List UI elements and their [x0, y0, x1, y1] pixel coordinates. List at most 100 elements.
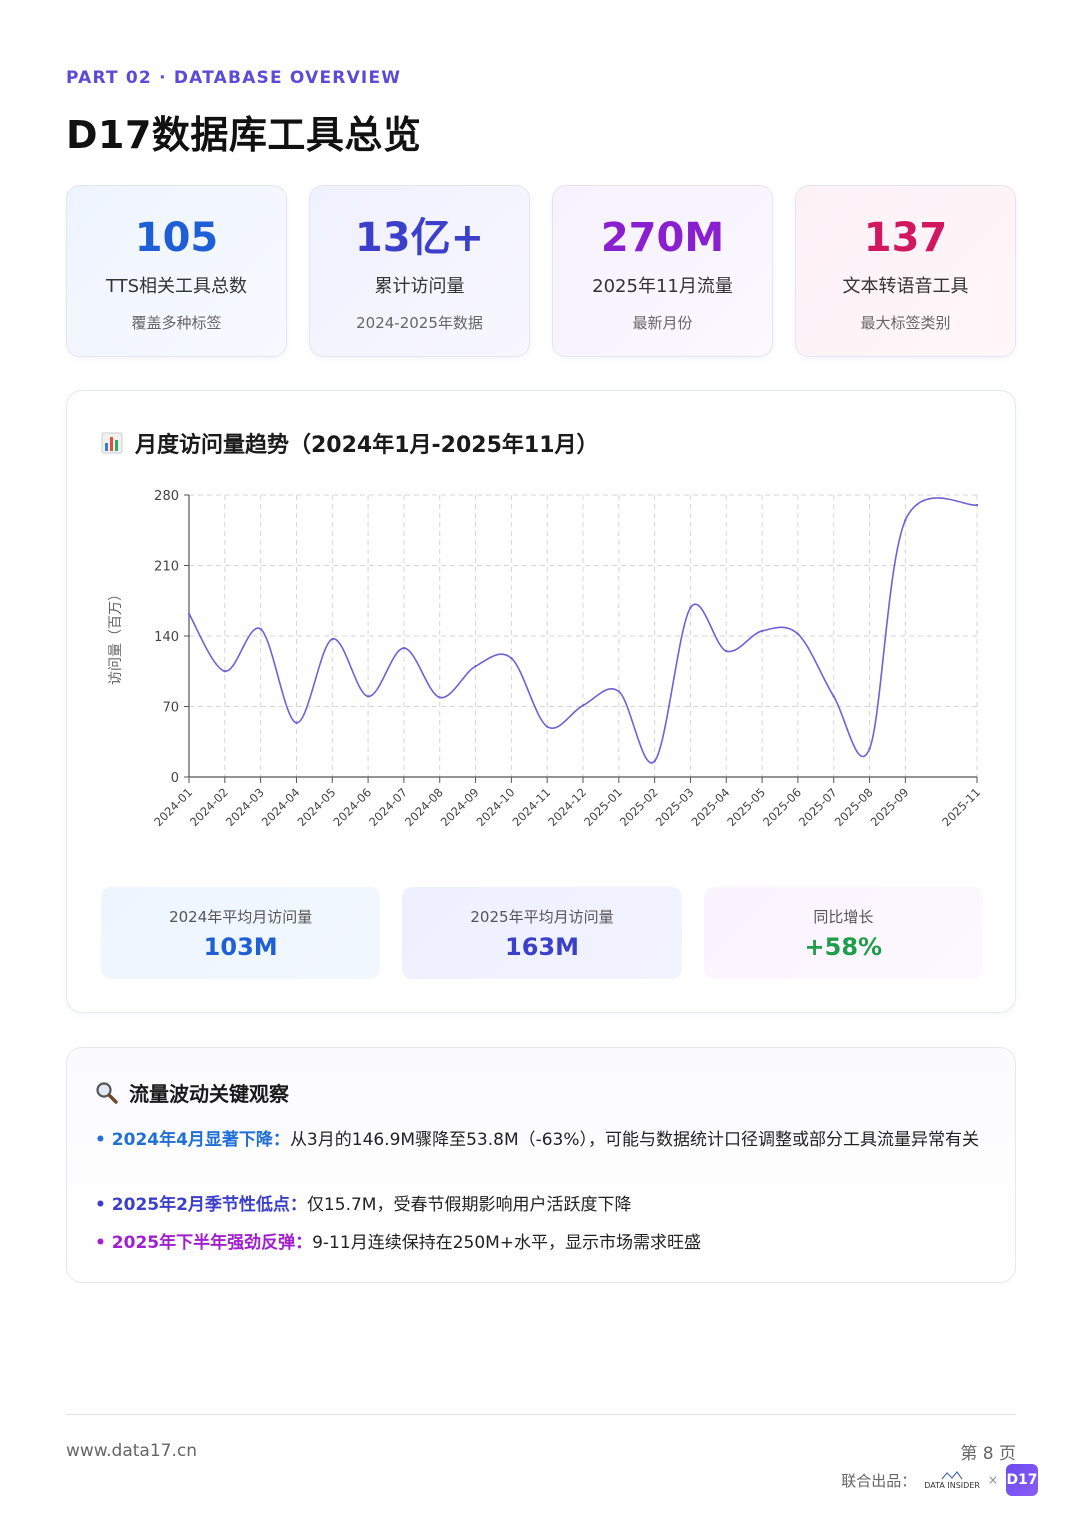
credit-label: 联合出品： [841, 1471, 917, 1490]
stat-card-latest-traffic: 270M 2025年11月流量 最新月份 [552, 185, 773, 357]
footer-credit: 联合出品： DATA INSIDER × D17 [841, 1464, 1038, 1496]
y-tick-label: 280 [154, 489, 179, 504]
summary-avg-2025: 2025年平均月访问量 163M [402, 887, 682, 979]
observation-item: • 2025年2月季节性低点：仅15.7M，受春节假期影响用户活跃度下降 [95, 1191, 987, 1219]
summary-label: 同比增长 [813, 907, 874, 926]
data-insider-logo: DATA INSIDER [924, 1470, 980, 1490]
data-point [259, 627, 262, 631]
magnifier-icon [96, 1081, 118, 1104]
stat-sub: 最大标签类别 [860, 314, 951, 332]
data-point [545, 725, 549, 728]
stat-sub: 覆盖多种标签 [131, 314, 222, 332]
data-point [868, 747, 871, 750]
times-sign: × [987, 1473, 998, 1487]
summary-value: 163M [505, 932, 579, 961]
data-insider-logo-mark [941, 1470, 963, 1479]
footer-divider [66, 1414, 1016, 1415]
trend-chart: 0 70 140 210 280 2024-012024-022024-032024-04… [108, 489, 983, 829]
x-tick-label: 2024-02 [187, 785, 231, 829]
data-point [295, 721, 298, 725]
observations-heading: 流量波动关键观察 [95, 1078, 289, 1107]
data-point [796, 632, 800, 636]
data-point [975, 503, 979, 507]
stats-row: 105 TTS相关工具总数 覆盖多种标签 13亿+ 累计访问量 2024-202… [66, 185, 1016, 357]
stat-value: 137 [863, 215, 948, 261]
summary-avg-2024: 2024年平均月访问量 103M [101, 887, 381, 979]
stat-label: 2025年11月流量 [592, 276, 733, 297]
observations-card: 流量波动关键观察 • 2024年4月显著下降：从3月的146.9M骤降至53.8… [66, 1047, 1016, 1283]
data-point [438, 696, 441, 699]
data-point [832, 695, 835, 698]
data-point [510, 656, 513, 660]
observation-key: • 2025年2月季节性低点： [95, 1195, 307, 1215]
data-point [617, 690, 621, 693]
stat-label: TTS相关工具总数 [105, 276, 248, 297]
summary-row: 2024年平均月访问量 103M 2025年平均月访问量 163M 同比增长 +… [101, 887, 983, 979]
x-tick-label: 2024-08 [402, 785, 446, 829]
stat-value: 13亿+ [354, 215, 485, 261]
summary-yoy-growth: 同比增长 +58% [703, 887, 983, 979]
x-tick-label: 2025-06 [760, 785, 804, 829]
x-tick-label: 2024-11 [509, 785, 553, 829]
stat-card-visits: 13亿+ 累计访问量 2024-2025年数据 [309, 185, 530, 357]
trend-chart-card: 0 70 140 210 280 2024-01 2024-02 2024-03 2024-04… [66, 390, 1016, 1013]
bar-chart-icon [101, 432, 123, 454]
stat-label: 文本转语音工具 [842, 276, 969, 297]
stat-sub: 最新月份 [632, 314, 693, 332]
x-tick-label: 2025-03 [653, 785, 697, 829]
x-tick-label: 2024-05 [295, 785, 339, 829]
observations-title: 流量波动关键观察 [129, 1082, 289, 1106]
x-tick-label: 2024-06 [330, 785, 374, 829]
x-tick-label: 2024-04 [259, 785, 303, 829]
page-title: D17数据库工具总览 [66, 113, 422, 157]
summary-value: +58% [804, 932, 883, 961]
x-tick-label: 2024-12 [545, 785, 589, 829]
data-point [689, 606, 692, 609]
chart-heading: 月度访问量趋势（2024年1月-2025年11月） [101, 427, 599, 459]
page-number: 第 8 页 [960, 1444, 1016, 1464]
data-point [474, 665, 477, 668]
x-tick-label: 2025-05 [724, 785, 768, 829]
stat-label: 累计访问量 [374, 276, 465, 297]
observation-key: • 2025年下半年强劲反弹： [95, 1233, 313, 1253]
observation-text: 从3月的146.9M骤降至53.8M（-63%），可能与数据统计口径调整或部分工… [289, 1130, 980, 1150]
y-tick-label: 140 [154, 630, 179, 645]
x-tick-label: 2024-07 [366, 785, 410, 829]
observation-item: • 2025年下半年强劲反弹：9-11月连续保持在250M+水平，显示市场需求旺… [95, 1229, 987, 1257]
summary-value: 103M [203, 932, 278, 961]
stat-card-tools: 105 TTS相关工具总数 覆盖多种标签 [66, 185, 287, 357]
x-tick-label: 2025-08 [832, 785, 876, 829]
data-insider-logo-text: DATA INSIDER [924, 1480, 980, 1490]
data-point [725, 649, 728, 653]
stat-sub: 2024-2025年数据 [356, 314, 483, 332]
observation-text: 仅15.7M，受春节假期影响用户活跃度下降 [306, 1195, 632, 1215]
data-point [223, 670, 227, 673]
y-axis-label: 访问量（百万） [108, 587, 124, 685]
d17-logo-badge: D17 [1006, 1464, 1038, 1496]
x-tick-label: 2025-01 [581, 785, 625, 829]
data-point [366, 695, 370, 698]
data-point [904, 518, 907, 522]
data-point [581, 704, 585, 707]
data-point [653, 759, 656, 763]
stat-card-tts-tools: 137 文本转语音工具 最大标签类别 [795, 185, 1016, 357]
data-point [760, 629, 764, 633]
y-tick-label: 70 [162, 701, 179, 716]
y-tick-label: 210 [154, 560, 179, 575]
x-tick-label: 2024-10 [474, 785, 518, 829]
data-point [187, 612, 191, 616]
stat-value: 105 [134, 215, 219, 261]
data-point [331, 637, 334, 641]
section-kicker: PART 02 · DATABASE OVERVIEW [66, 68, 402, 88]
x-tick-label: 2025-09 [868, 785, 912, 829]
observation-item: • 2024年4月显著下降：从3月的146.9M骤降至53.8M（-63%），可… [95, 1126, 987, 1154]
footer-url[interactable]: www.data17.cn [66, 1441, 198, 1461]
x-tick-label: 2024-03 [223, 785, 267, 829]
summary-label: 2025年平均月访问量 [470, 907, 614, 926]
x-tick-label: 2024-09 [438, 785, 482, 829]
observation-key: • 2024年4月显著下降： [95, 1130, 290, 1150]
x-tick-label: 2025-11 [939, 785, 983, 829]
data-point [402, 646, 406, 650]
stat-value: 270M [600, 215, 725, 261]
y-tick-label: 0 [171, 771, 179, 786]
